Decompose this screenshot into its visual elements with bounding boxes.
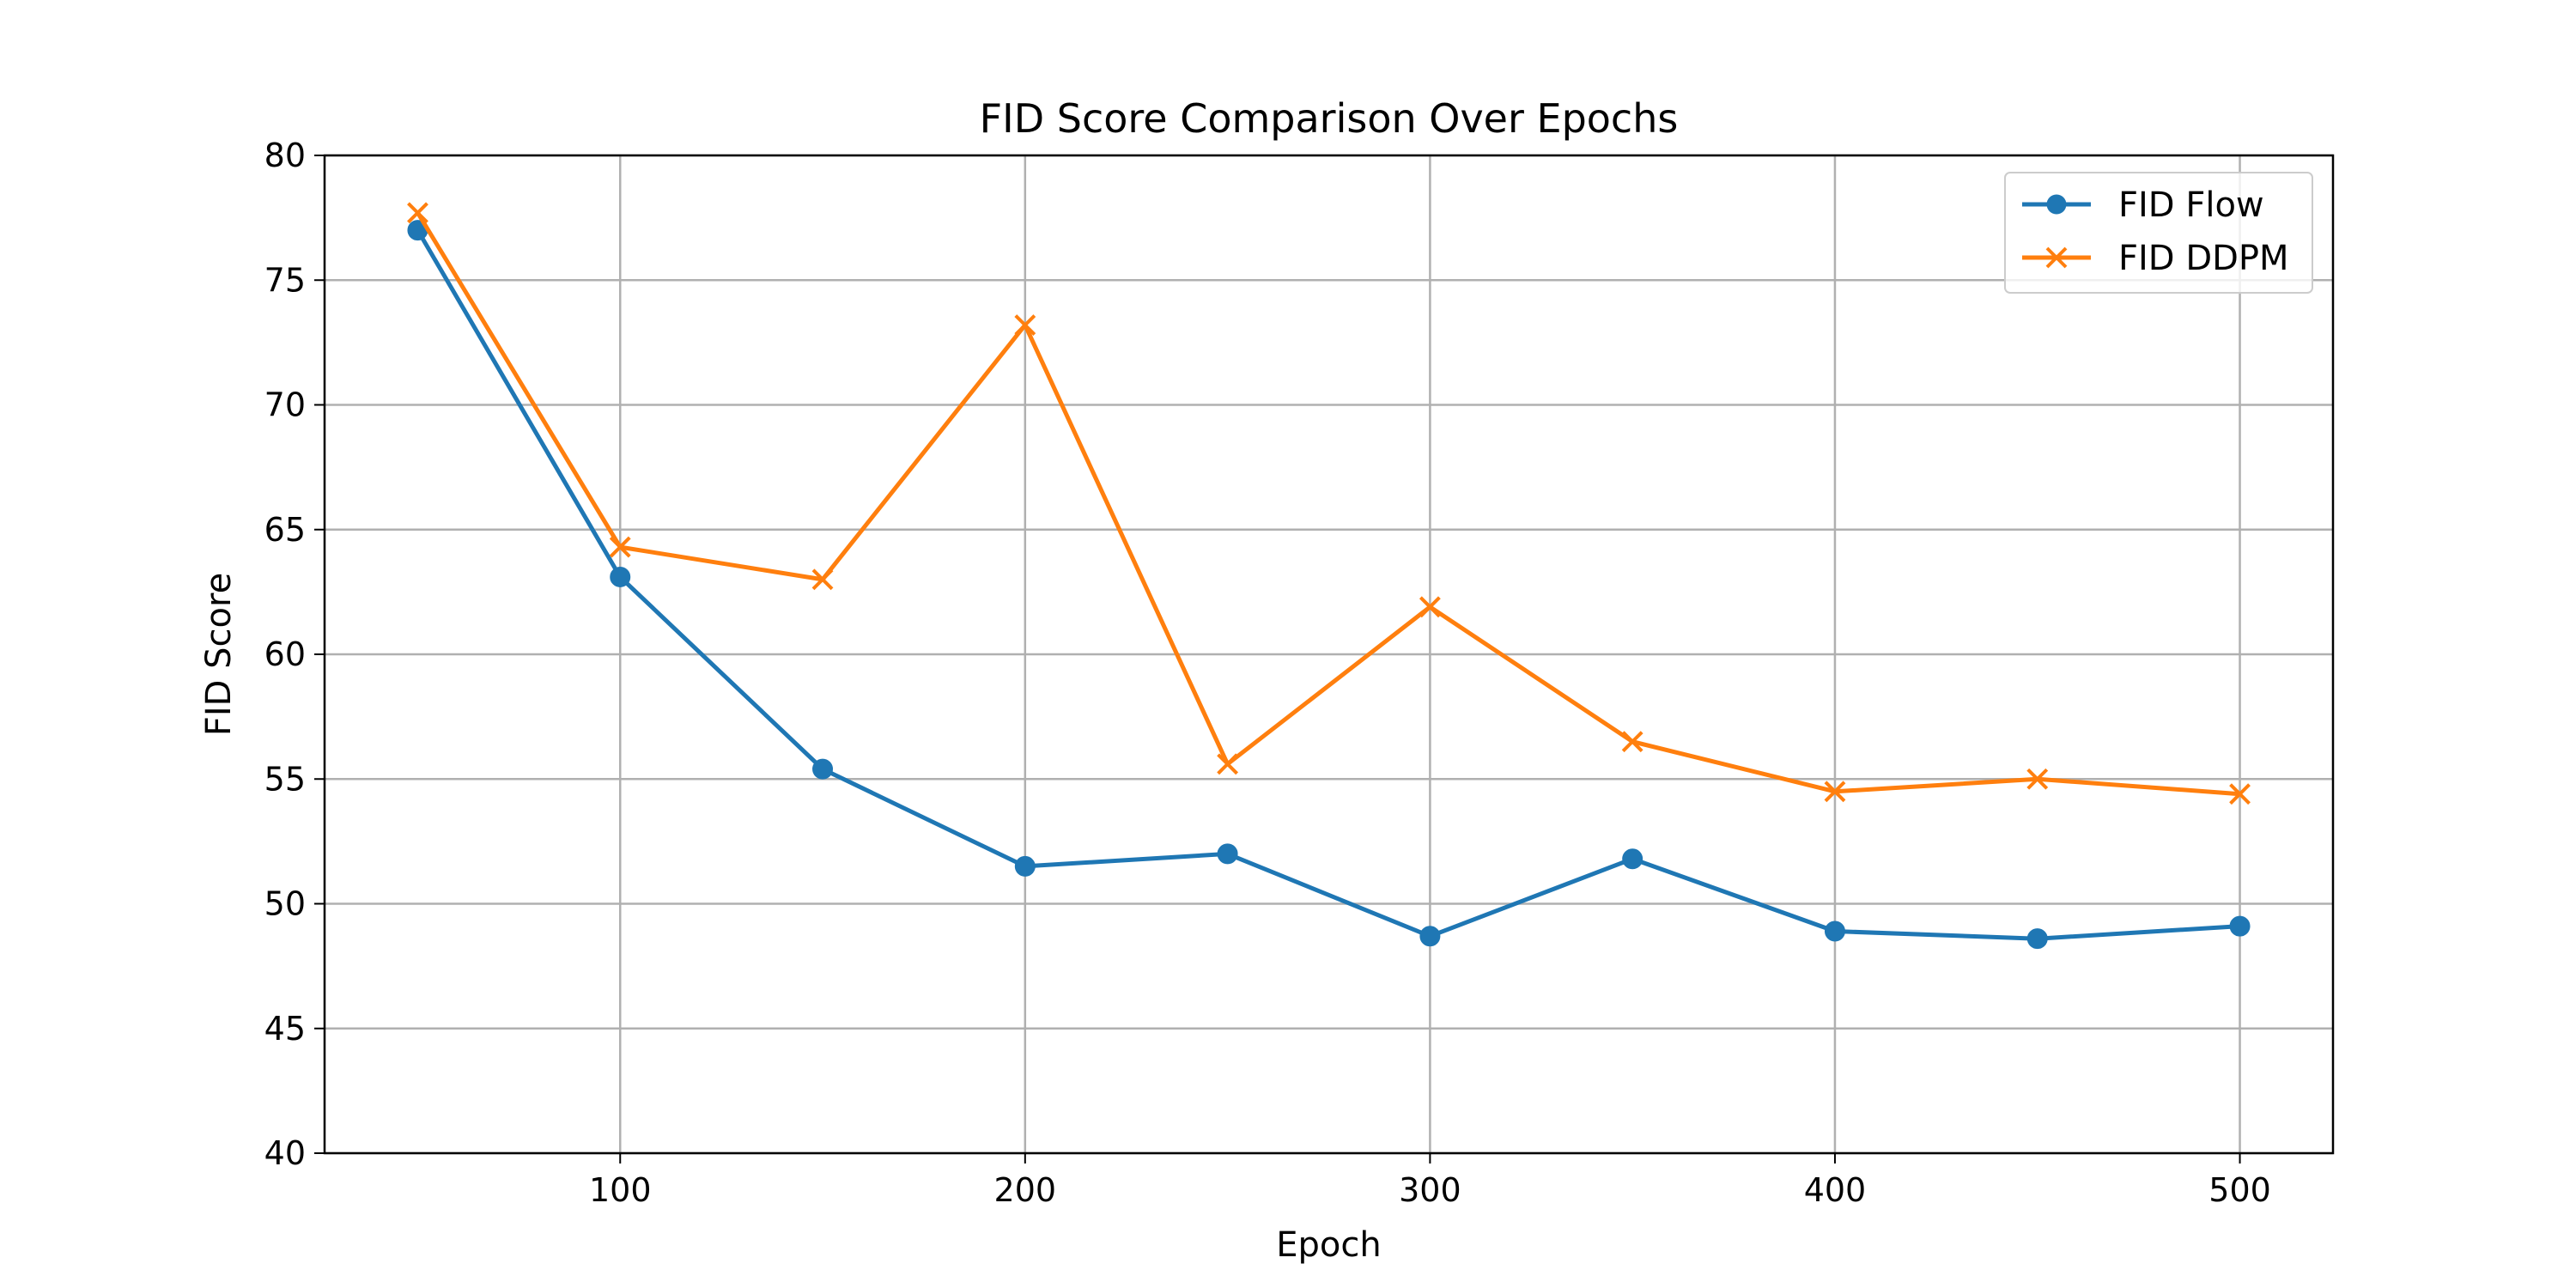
data-point (1217, 843, 1238, 865)
data-point-stroke (1014, 314, 1036, 336)
data-point (811, 568, 834, 591)
data-point (2229, 783, 2251, 805)
data-point (1622, 848, 1643, 870)
legend-entry: FID DDPM (2022, 239, 2289, 278)
x-tick-label: 400 (1804, 1171, 1867, 1209)
y-tick-label: 45 (264, 1010, 306, 1048)
y-tick-label: 65 (264, 511, 306, 549)
legend: FID Flow FID DDPM (2004, 172, 2313, 294)
data-point (1824, 781, 1846, 803)
y-tick-label: 80 (264, 137, 306, 174)
x-tick-label: 100 (589, 1171, 652, 1209)
data-point-stroke (1621, 731, 1643, 753)
y-tick-label: 55 (264, 760, 306, 798)
data-point (2229, 915, 2251, 937)
legend-entries: FID Flow FID DDPM (2022, 185, 2289, 278)
data-point (610, 566, 631, 587)
x-tick-label: 300 (1399, 1171, 1461, 1209)
x-axis-label: Epoch (1276, 1225, 1381, 1265)
data-point (2026, 928, 2048, 950)
series-1 (407, 220, 2251, 950)
data-point (407, 202, 428, 224)
y-tick-label: 75 (264, 261, 306, 299)
data-point-stroke (609, 536, 631, 558)
data-point-stroke (811, 568, 834, 591)
y-tick-label: 40 (264, 1134, 306, 1172)
data-point (1419, 596, 1441, 618)
legend-marker (2046, 194, 2067, 215)
data-point (1014, 855, 1036, 877)
data-point-stroke (2026, 768, 2049, 790)
legend-marker (2045, 246, 2068, 269)
legend-label: FID Flow (2118, 185, 2264, 225)
x-tick-label: 500 (2208, 1171, 2271, 1209)
y-tick-label: 50 (264, 885, 306, 923)
data-point (1014, 314, 1036, 336)
data-point-stroke (2229, 783, 2251, 805)
series-lines (407, 202, 2251, 950)
data-point-stroke (1217, 753, 1239, 775)
data-point (1824, 920, 1845, 942)
y-tick-label: 70 (264, 386, 306, 424)
data-point (812, 758, 834, 780)
data-point-stroke (407, 202, 428, 224)
data-point (609, 536, 631, 558)
data-point (2026, 768, 2049, 790)
data-point-stroke (1824, 781, 1846, 803)
legend-label: FID DDPM (2118, 239, 2289, 278)
series-line (416, 210, 2242, 797)
data-point (1419, 926, 1441, 947)
series-line (416, 228, 2242, 941)
chart-title: FID Score Comparison Over Epochs (980, 95, 1679, 142)
data-point (1217, 753, 1239, 775)
axis-ticks: 100 200 300 400 500 40 45 50 55 60 65 70 75 80 (264, 137, 2271, 1209)
y-axis-label: FID Score (199, 573, 239, 736)
series-2 (407, 202, 2251, 805)
legend-entry: FID Flow (2022, 185, 2264, 225)
data-point (1621, 731, 1643, 753)
y-tick-label: 60 (264, 635, 306, 673)
data-point-stroke (1419, 596, 1441, 618)
x-tick-label: 200 (994, 1171, 1057, 1209)
